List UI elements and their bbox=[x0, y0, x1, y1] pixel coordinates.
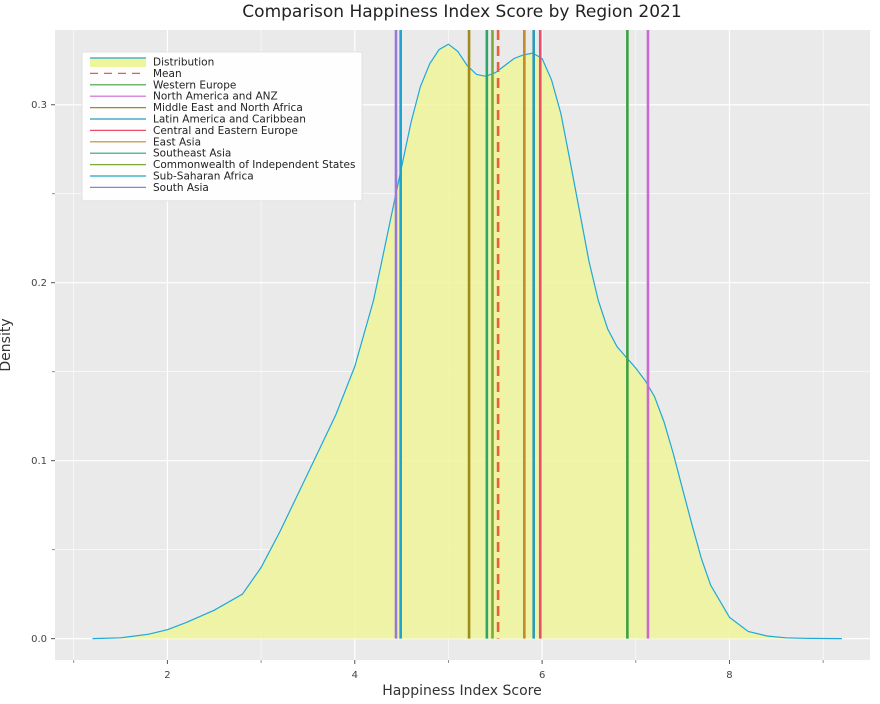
x-tick-label: 4 bbox=[352, 670, 358, 681]
legend-label-western-europe: Western Europe bbox=[153, 79, 236, 91]
y-tick-label: 0.2 bbox=[31, 278, 47, 289]
legend-label-central-and-eastern-europe: Central and Eastern Europe bbox=[153, 125, 298, 137]
y-axis-label: Density bbox=[0, 318, 14, 371]
legend-label-middle-east-and-north-africa: Middle East and North Africa bbox=[153, 102, 303, 114]
legend-label-east-asia: East Asia bbox=[153, 136, 201, 148]
legend-label-southeast-asia: Southeast Asia bbox=[153, 148, 231, 160]
legend-label-south-asia: South Asia bbox=[153, 182, 209, 194]
legend-label-north-america-and-anz: North America and ANZ bbox=[153, 91, 278, 103]
y-tick-label: 0.1 bbox=[31, 456, 47, 467]
x-tick-label: 6 bbox=[539, 670, 545, 681]
distribution-area bbox=[92, 43, 842, 640]
region-mean-lines bbox=[394, 30, 650, 639]
legend-label-distribution: Distribution bbox=[153, 57, 214, 69]
y-tick-label: 0.3 bbox=[31, 100, 47, 111]
legend-label-commonwealth-of-independent-states: Commonwealth of Independent States bbox=[153, 159, 355, 171]
x-tick-label: 2 bbox=[164, 670, 170, 681]
legend-label-sub-saharan-africa: Sub-Saharan Africa bbox=[153, 171, 254, 183]
legend-label-mean: Mean bbox=[153, 68, 182, 80]
legend-swatch-distribution bbox=[90, 58, 146, 67]
chart-title: Comparison Happiness Index Score by Regi… bbox=[242, 2, 681, 22]
density-fill bbox=[92, 44, 842, 639]
x-axis-label: Happiness Index Score bbox=[382, 683, 542, 699]
x-tick-label: 8 bbox=[726, 670, 732, 681]
y-tick-label: 0.0 bbox=[31, 634, 47, 645]
axis-ticks: 2 4 6 8 0.0 0.1 0.2 0.3 bbox=[31, 100, 824, 681]
legend-box bbox=[81, 51, 363, 202]
density-line bbox=[92, 43, 842, 640]
legend-label-latin-america-and-caribbean: Latin America and Caribbean bbox=[153, 114, 306, 126]
